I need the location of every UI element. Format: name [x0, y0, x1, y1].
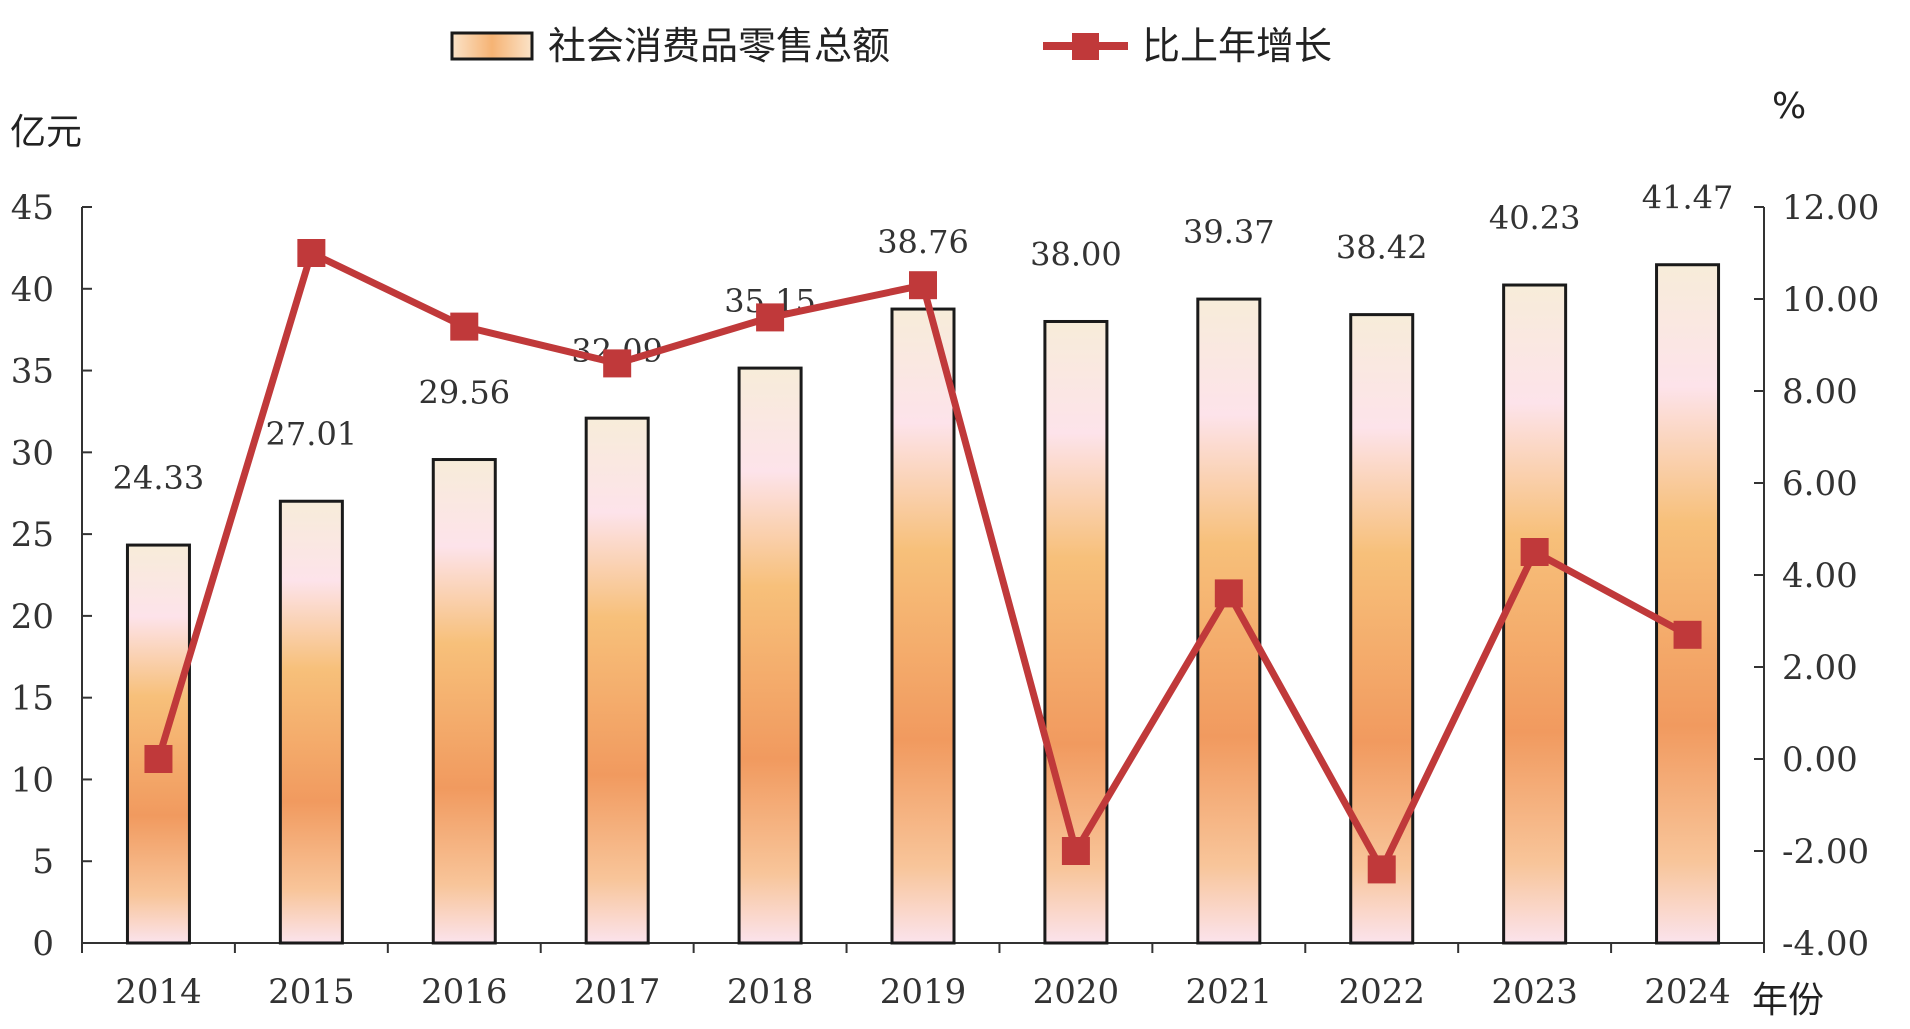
legend-bar-label: 社会消费品零售总额 — [548, 24, 890, 68]
growth-point — [1214, 579, 1243, 608]
bar-labels: 24.3327.0129.5632.0935.1538.7638.0039.37… — [113, 179, 1734, 497]
bar — [584, 416, 650, 945]
x-tick-label: 2014 — [115, 972, 202, 1012]
bar-data-label: 38.76 — [877, 223, 969, 261]
y-left-tick-label: 30 — [11, 433, 54, 473]
bar — [125, 543, 191, 945]
growth-point — [1367, 855, 1396, 884]
x-unit: 年份 — [1752, 980, 1824, 1021]
x-tick-label: 2023 — [1491, 972, 1578, 1012]
bar — [431, 458, 497, 945]
growth-point — [756, 303, 785, 332]
y-right-tick-label: -4.00 — [1782, 924, 1869, 964]
legend-line-marker — [1072, 33, 1099, 60]
y-left-tick-label: 20 — [11, 597, 54, 637]
y-right-tick-label: 2.00 — [1782, 648, 1858, 688]
x-tick-label: 2019 — [880, 972, 967, 1012]
y-left-tick-label: 15 — [11, 679, 54, 719]
bar — [1502, 283, 1568, 945]
bar — [278, 499, 344, 945]
bar-data-label: 39.37 — [1183, 213, 1275, 251]
y-right-tick-label: 4.00 — [1782, 556, 1858, 596]
bar-data-label: 24.33 — [113, 459, 205, 497]
x-tick-label: 2021 — [1186, 972, 1273, 1012]
bar-data-label: 27.01 — [266, 415, 358, 453]
legend-line-label: 比上年增长 — [1142, 24, 1332, 68]
y-right-tick-label: -2.00 — [1782, 832, 1869, 872]
growth-point — [144, 745, 173, 773]
y-left-tick-label: 5 — [32, 842, 54, 882]
bar-data-label: 38.00 — [1030, 235, 1122, 273]
y-right-tick-label: 12.00 — [1782, 188, 1879, 228]
bars — [125, 263, 1721, 945]
x-tick-label: 2017 — [574, 972, 661, 1012]
x-tick-label: 2016 — [421, 972, 508, 1012]
y-left-tick-label: 0 — [32, 924, 54, 964]
growth-point — [1520, 538, 1549, 566]
bar — [737, 366, 803, 945]
y-left-tick-label: 25 — [11, 515, 54, 555]
x-tick-label: 2024 — [1644, 972, 1731, 1012]
y-right-tick-label: 0.00 — [1782, 740, 1858, 780]
bar-data-label: 38.42 — [1336, 229, 1428, 267]
y-left-unit: 亿元 — [10, 112, 82, 153]
x-tick-label: 2022 — [1338, 972, 1425, 1012]
growth-point — [450, 312, 479, 341]
x-tick-label: 2018 — [727, 972, 814, 1012]
y-left-tick-label: 10 — [11, 760, 54, 800]
legend-bar-swatch — [450, 31, 534, 61]
growth-point — [603, 349, 632, 378]
bar-data-label: 41.47 — [1642, 179, 1734, 217]
y-left-tick-label: 35 — [11, 352, 54, 392]
x-tick-label: 2020 — [1033, 972, 1120, 1012]
x-tick-label: 2015 — [268, 972, 355, 1012]
bar — [1655, 263, 1721, 945]
bar-data-label: 40.23 — [1489, 199, 1581, 237]
bar-data-label: 29.56 — [418, 374, 510, 412]
growth-line-series — [144, 239, 1702, 884]
bar — [890, 307, 956, 945]
growth-point — [297, 239, 326, 267]
bar — [1196, 297, 1262, 945]
legend: 社会消费品零售总额 比上年增长 — [450, 24, 1332, 68]
y-left-tick-label: 40 — [11, 270, 54, 310]
axes: 0 5 10 15 20 25 30 35 40 45 -4.00 -2.00 0.00 2.00 4.00… — [11, 188, 1880, 1012]
y-right-tick-label: 8.00 — [1782, 372, 1858, 412]
y-right-tick-label: 10.00 — [1782, 280, 1879, 320]
growth-point — [909, 271, 937, 300]
y-left-tick-label: 45 — [11, 188, 54, 228]
y-right-tick-label: 6.00 — [1782, 464, 1858, 504]
growth-point — [1061, 837, 1090, 865]
y-right-unit: % — [1772, 86, 1806, 127]
bar — [1349, 313, 1415, 945]
growth-point — [1673, 620, 1702, 649]
